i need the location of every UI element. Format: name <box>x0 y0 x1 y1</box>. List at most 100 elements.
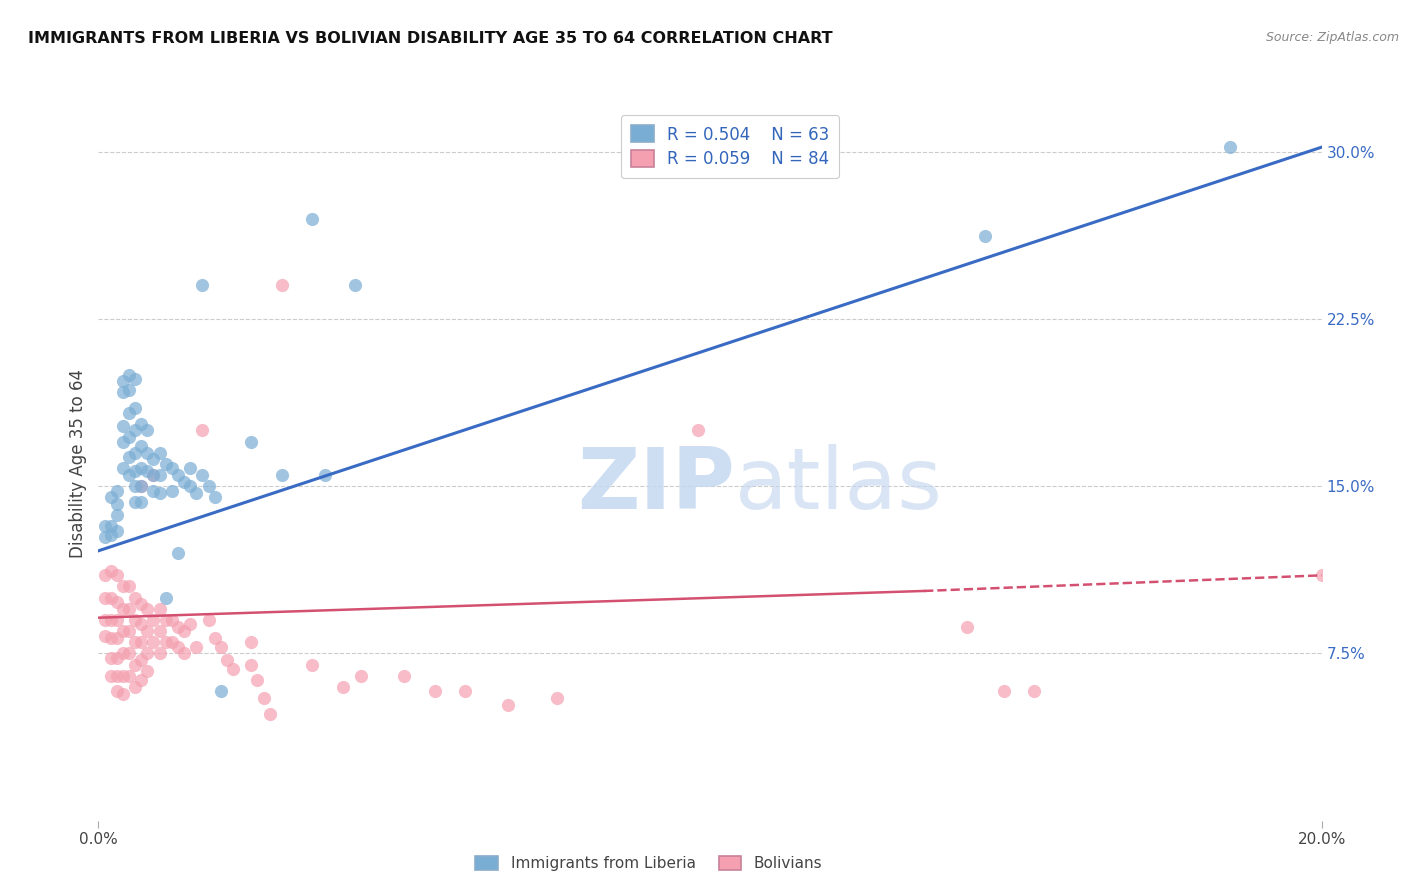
Point <box>118 669 141 683</box>
Point <box>118 450 141 464</box>
Point <box>240 434 263 449</box>
Point <box>344 278 367 293</box>
Point <box>111 646 134 660</box>
Point <box>136 664 159 679</box>
Point <box>136 424 159 438</box>
Point <box>93 591 115 605</box>
Point <box>124 494 146 508</box>
Text: atlas: atlas <box>734 443 942 527</box>
Point <box>129 653 152 667</box>
Point <box>259 706 281 721</box>
Point <box>129 635 152 649</box>
Point <box>105 483 128 498</box>
Point <box>105 669 128 683</box>
Point <box>105 684 128 698</box>
Point <box>974 229 997 244</box>
Point <box>124 680 146 694</box>
Point <box>209 640 232 654</box>
Point <box>209 684 232 698</box>
Point <box>111 687 134 701</box>
Point <box>136 445 159 460</box>
Point <box>129 494 152 508</box>
Point <box>111 434 134 449</box>
Point <box>93 530 115 544</box>
Point <box>993 684 1015 698</box>
Point <box>124 372 146 386</box>
Point <box>350 669 373 683</box>
Point <box>118 467 141 482</box>
Point <box>111 419 134 434</box>
Point <box>136 464 159 478</box>
Point <box>105 595 128 609</box>
Point <box>118 368 141 382</box>
Point <box>686 424 709 438</box>
Point <box>270 278 292 293</box>
Point <box>105 631 128 645</box>
Point <box>314 467 336 482</box>
Point <box>160 461 183 475</box>
Point <box>173 624 195 639</box>
Point <box>191 424 214 438</box>
Point <box>423 684 446 698</box>
Point <box>1310 568 1333 582</box>
Point <box>167 467 190 482</box>
Point <box>167 619 190 633</box>
Point <box>197 613 219 627</box>
Point <box>111 385 134 400</box>
Point <box>129 461 152 475</box>
Point <box>204 491 226 505</box>
Point <box>111 580 134 594</box>
Point <box>160 483 183 498</box>
Point <box>956 619 979 633</box>
Point <box>222 662 245 676</box>
Point <box>124 479 146 493</box>
Point <box>191 278 214 293</box>
Point <box>124 401 146 416</box>
Point <box>252 690 274 705</box>
Point <box>93 613 115 627</box>
Point <box>100 613 122 627</box>
Point <box>111 461 134 475</box>
Point <box>129 417 152 431</box>
Point <box>129 673 152 687</box>
Point <box>270 467 292 482</box>
Point <box>118 384 141 398</box>
Point <box>111 669 134 683</box>
Point <box>93 519 115 533</box>
Point <box>240 657 263 672</box>
Legend: Immigrants from Liberia, Bolivians: Immigrants from Liberia, Bolivians <box>470 849 828 877</box>
Point <box>142 452 165 467</box>
Point <box>179 617 201 632</box>
Point <box>149 602 172 616</box>
Point <box>136 646 159 660</box>
Point <box>111 375 134 389</box>
Point <box>160 635 183 649</box>
Point <box>204 631 226 645</box>
Point <box>142 613 165 627</box>
Point <box>149 467 172 482</box>
Point <box>392 669 416 683</box>
Point <box>191 467 214 482</box>
Point <box>240 635 263 649</box>
Point <box>124 464 146 478</box>
Point <box>142 635 165 649</box>
Point <box>136 602 159 616</box>
Point <box>124 657 146 672</box>
Point <box>155 613 177 627</box>
Point <box>246 673 269 687</box>
Point <box>124 424 146 438</box>
Point <box>118 405 141 420</box>
Point <box>454 684 477 698</box>
Point <box>105 524 128 538</box>
Point <box>105 568 128 582</box>
Point <box>129 479 152 493</box>
Point <box>100 669 122 683</box>
Point <box>546 690 568 705</box>
Point <box>496 698 519 712</box>
Text: Source: ZipAtlas.com: Source: ZipAtlas.com <box>1265 31 1399 45</box>
Point <box>124 613 146 627</box>
Point <box>93 568 115 582</box>
Point <box>105 497 128 511</box>
Point <box>118 580 141 594</box>
Point <box>124 635 146 649</box>
